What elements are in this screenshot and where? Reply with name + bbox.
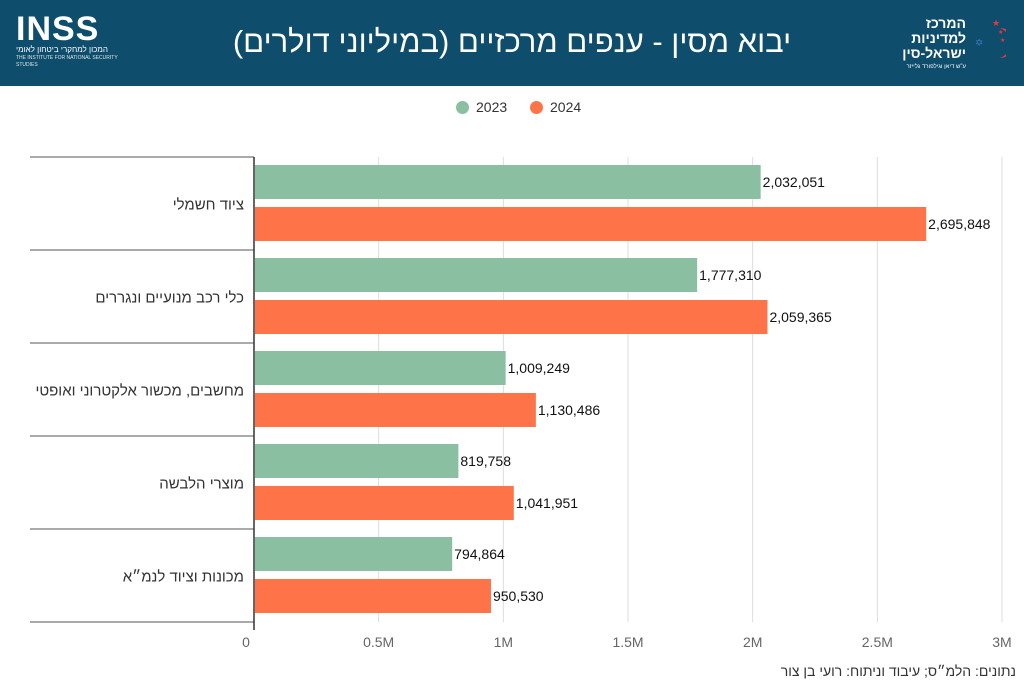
bar-2024-3: [255, 486, 514, 520]
bar-2024-4: [255, 579, 491, 613]
data-label-2023-2: 1,009,249: [508, 360, 570, 376]
header-bar: INSS המכון למחקרי ביטחון לאומי THE INSTI…: [0, 0, 1024, 86]
israel-china-center-logo: המרכז למדיניות ישראל-סין ע"ש דיאן וגילפו…: [856, 12, 1006, 74]
svg-text:★: ★: [992, 19, 1000, 29]
inss-wordmark: INSS: [16, 10, 100, 48]
logo-line-3: ישראל-סין: [902, 45, 966, 61]
x-tick-label-3: 1.5M: [612, 634, 643, 650]
inss-tagline: THE INSTITUTE FOR NATIONAL SECURITY STUD…: [16, 55, 118, 68]
bar-2023-3: [255, 444, 459, 478]
data-label-2024-1: 2,059,365: [769, 309, 831, 325]
bar-2023-4: [255, 537, 453, 571]
page-title: יבוא מסין - ענפים מרכזיים (במיליוני דולר…: [232, 24, 792, 59]
bar-2023-2: [255, 351, 506, 385]
category-label-4: מכונות וציוד לנמ״א: [123, 569, 244, 586]
bar-chart: ציוד חשמלי 2,032,051 2,695,848 כלי רכב מנוע…: [30, 156, 1012, 650]
data-label-2023-1: 1,777,310: [699, 267, 761, 283]
data-label-2024-2: 1,130,486: [538, 402, 600, 418]
bar-2023-1: [255, 258, 698, 292]
data-label-2023-4: 794,864: [454, 546, 505, 562]
x-tick-label-6: 3M: [992, 634, 1011, 650]
bar-2023-0: [255, 165, 761, 199]
svg-text:★: ★: [1000, 37, 1005, 44]
x-tick-label-0: 0: [242, 634, 250, 650]
legend-swatch-2023: [456, 101, 469, 114]
data-label-2023-3: 819,758: [460, 453, 511, 469]
data-label-2024-4: 950,530: [493, 588, 544, 604]
legend-item-2024: 2024: [530, 98, 581, 116]
bar-2024-1: [255, 300, 768, 334]
logo-line-1: המרכז: [925, 15, 966, 31]
category-label-0: ציוד חשמלי: [173, 197, 244, 214]
svg-text:✡: ✡: [975, 38, 983, 49]
inss-logo: INSS המכון למחקרי ביטחון לאומי THE INSTI…: [16, 10, 126, 73]
source-note: נתונים: הלמ״ס; עיבוד וניתוח: רועי בן צור: [780, 663, 1016, 679]
x-tick-label-1: 0.5M: [363, 634, 394, 650]
svg-text:★: ★: [998, 29, 1003, 36]
bar-2024-0: [255, 207, 927, 241]
data-label-2024-3: 1,041,951: [516, 495, 578, 511]
crescent-stars-icon: ★ ★ ★ ✡: [975, 19, 1006, 60]
logo-line-2: למדיניות: [911, 30, 966, 46]
data-label-2024-0: 2,695,848: [928, 216, 990, 232]
category-label-1: כלי רכב מנועיים ונגררים: [95, 290, 244, 307]
logo-caption: ע"ש דיאן וגילפורד גלייזר: [906, 64, 966, 70]
data-label-2023-0: 2,032,051: [763, 174, 825, 190]
legend-label-2024: 2024: [550, 99, 582, 115]
x-tick-label-5: 2.5M: [862, 634, 893, 650]
x-tick-label-2: 1M: [494, 634, 513, 650]
chart-legend: 2023 2024: [0, 94, 1024, 120]
legend-swatch-2024: [530, 101, 543, 114]
category-label-3: מוצרי הלבשה: [159, 476, 244, 493]
inss-subtitle: המכון למחקרי ביטחון לאומי: [16, 45, 108, 54]
legend-item-2023: 2023: [456, 98, 507, 116]
legend-label-2023: 2023: [476, 99, 508, 115]
x-tick-label-4: 2M: [743, 634, 762, 650]
category-label-2: מחשבים, מכשור אלקטרוני ואופטי: [35, 383, 244, 400]
bar-2024-2: [255, 393, 536, 427]
